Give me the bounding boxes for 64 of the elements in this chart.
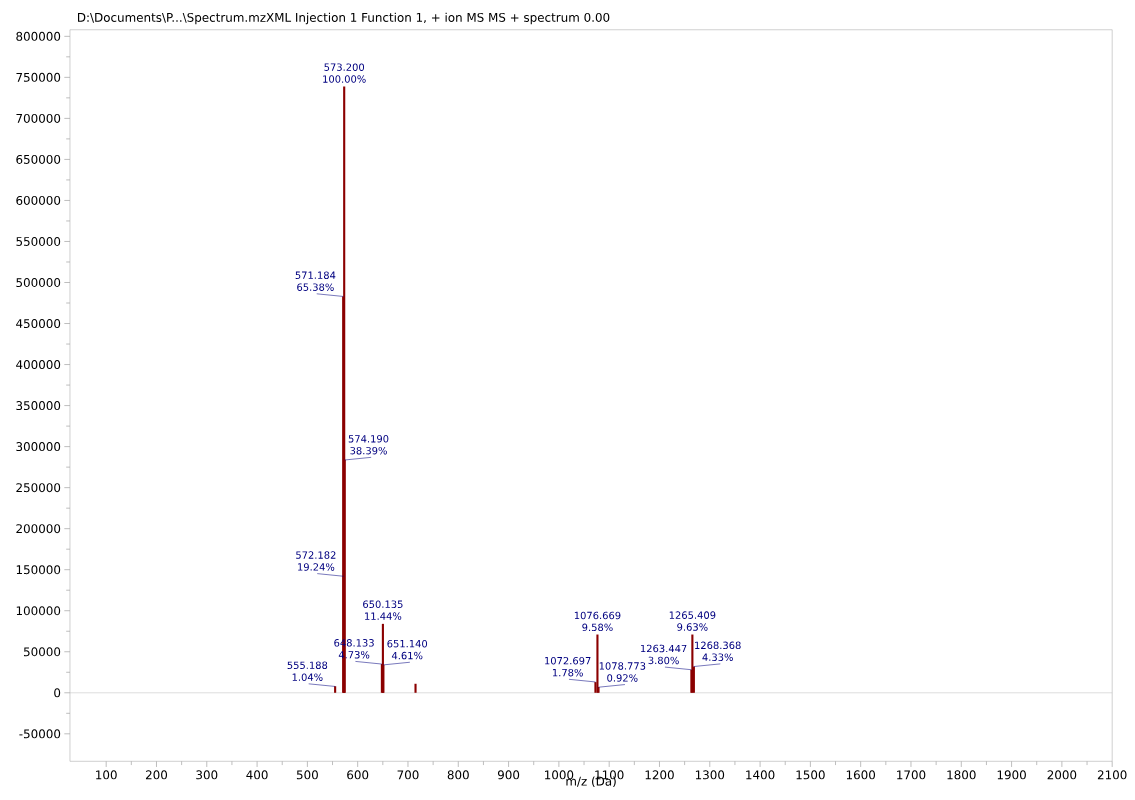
- x-tick-label: 1300: [695, 770, 725, 780]
- x-tick-label: 1400: [746, 770, 775, 780]
- annotation: 100.00%: [323, 75, 366, 83]
- x-tick-label: 1900: [997, 770, 1026, 780]
- y-tick-label: 750000: [16, 72, 61, 82]
- y-tick-label: 0: [54, 688, 61, 698]
- x-tick-label: 300: [196, 770, 218, 780]
- annotation: 1.78%: [552, 668, 583, 677]
- annotation: 572.182: [296, 551, 336, 559]
- annotation: 4.61%: [391, 651, 423, 660]
- annotation: 1072.697: [545, 656, 591, 665]
- annotation: 11.44%: [365, 612, 402, 620]
- annotation: 1268.368: [695, 641, 741, 650]
- y-tick-label: 50000: [23, 647, 61, 657]
- annotation: 9.58%: [582, 623, 613, 632]
- annotation: 573.200: [324, 63, 365, 71]
- x-tick-label: 2000: [1047, 770, 1077, 780]
- x-tick-label: 700: [397, 770, 419, 780]
- annotation: 651.140: [387, 639, 428, 648]
- annotation: 650.135: [363, 600, 403, 608]
- annotation: 1263.447: [641, 644, 687, 653]
- y-tick-label: 200000: [16, 524, 61, 534]
- y-tick-label: -50000: [19, 729, 61, 739]
- annotation: 571.184: [295, 271, 336, 279]
- annotation: 19.24%: [298, 563, 335, 571]
- x-tick-label: 600: [347, 770, 369, 780]
- y-tick-label: 450000: [16, 319, 61, 329]
- x-tick-label: 900: [497, 770, 520, 780]
- x-tick-label: 1700: [897, 770, 926, 780]
- y-tick-label: 600000: [16, 195, 61, 205]
- y-tick-label: 250000: [16, 483, 61, 493]
- x-tick-label: 800: [447, 770, 469, 780]
- annotation: 4.33%: [702, 653, 733, 661]
- x-tick-label: 1200: [645, 770, 674, 780]
- annotation: 0.92%: [607, 674, 638, 682]
- y-tick-label: 100000: [16, 606, 61, 616]
- annotation: 1076.669: [574, 611, 621, 620]
- x-tick-label: 500: [296, 770, 318, 780]
- x-tick-label: 1600: [846, 770, 876, 780]
- x-tick-label: 1800: [947, 770, 976, 780]
- annotation: 1.04%: [292, 673, 323, 681]
- x-tick-label: 2100: [1097, 770, 1127, 780]
- y-tick-label: 400000: [16, 360, 61, 370]
- y-tick-label: 550000: [16, 236, 61, 246]
- y-tick-label: 800000: [16, 31, 61, 41]
- annotation: 574.190: [348, 435, 389, 443]
- annotation: 1078.773: [599, 662, 646, 670]
- annotation: 3.80%: [648, 656, 679, 665]
- x-tick-label: 1500: [796, 770, 825, 780]
- annotation: 65.38%: [297, 283, 334, 291]
- x-tick-label: 400: [246, 770, 268, 780]
- y-tick-label: 150000: [16, 565, 61, 575]
- y-tick-label: 350000: [16, 401, 61, 411]
- y-tick-label: 500000: [16, 277, 61, 287]
- annotation: 555.188: [287, 661, 328, 669]
- chart-title: D:\Documents\P...\Spectrum.mzXML Injection 1 Function 1, + ion MS MS + spectrum 0.00: [78, 12, 610, 25]
- x-tick-label: 100: [96, 770, 117, 780]
- y-tick-label: 300000: [16, 442, 61, 452]
- y-tick-label: 650000: [16, 154, 61, 164]
- y-tick-label: 700000: [16, 113, 61, 123]
- annotation: 9.63%: [677, 623, 708, 631]
- annotation: 1265.409: [669, 611, 716, 619]
- annotation: 38.39%: [350, 446, 387, 455]
- x-tick-label: 200: [145, 770, 168, 780]
